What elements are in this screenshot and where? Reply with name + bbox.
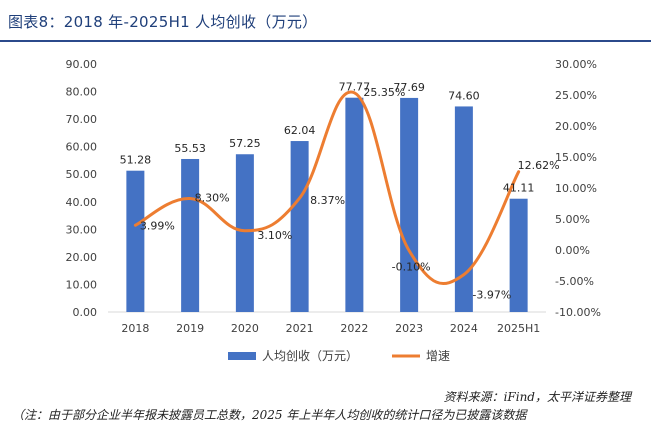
- line-value-label: -0.10%: [392, 261, 431, 274]
- legend-swatch-bar: [228, 352, 256, 360]
- line-value-label: -3.97%: [472, 289, 511, 302]
- y-left-tick-label: 10.00: [66, 278, 98, 291]
- y-right-tick-label: -10.00%: [555, 306, 601, 319]
- growth-line: [133, 90, 521, 285]
- x-tick-label: 2018: [121, 322, 149, 335]
- bar: [454, 106, 473, 313]
- legend-label-bar: 人均创收（万元）: [262, 349, 358, 363]
- y-left-tick-label: 70.00: [66, 113, 98, 126]
- line-value-label: 8.30%: [195, 192, 230, 205]
- legend-label-line: 增速: [426, 349, 450, 363]
- line-value-label: 8.37%: [310, 194, 345, 207]
- bar-value-label: 55.53: [174, 142, 206, 155]
- footnote: （注：由于部分企业半年报未披露员工总数，2025 年上半年人均创收的统计口径为已…: [12, 408, 527, 422]
- bar-value-label: 77.77: [339, 81, 371, 94]
- y-right-tick-label: 10.00%: [555, 182, 597, 195]
- bar: [181, 158, 200, 312]
- bar-value-label: 41.11: [503, 182, 535, 195]
- x-tick-label: 2022: [340, 322, 368, 335]
- y-left-tick-label: 60.00: [66, 141, 98, 154]
- line-value-label: 25.35%: [363, 86, 405, 99]
- y-left-tick-label: 0.00: [73, 306, 98, 319]
- y-left-tick-label: 30.00: [66, 223, 98, 236]
- y-right-tick-label: -5.00%: [555, 275, 594, 288]
- bar: [400, 97, 419, 312]
- y-left-tick-label: 80.00: [66, 86, 98, 99]
- combo-chart: 0.00 10.00 20.00 30.00 40.00 50.00 60.00 70.00 8…: [66, 58, 601, 363]
- bar-value-label: 74.60: [448, 89, 480, 102]
- line-value-label: 12.62%: [518, 159, 560, 172]
- y-right-tick-label: 25.00%: [555, 89, 597, 102]
- title-bar: 图表8：2018 年-2025H1 人均创收（万元）: [0, 0, 651, 42]
- bar: [235, 154, 254, 312]
- page-title: 图表8：2018 年-2025H1 人均创收（万元）: [8, 13, 318, 31]
- x-tick-label: 2024: [450, 322, 478, 335]
- bar: [126, 170, 145, 312]
- y-left-tick-label: 50.00: [66, 168, 98, 181]
- x-tick-label: 2020: [231, 322, 259, 335]
- x-tick-label: 2023: [395, 322, 423, 335]
- x-tick-label: 2019: [176, 322, 204, 335]
- y-right-tick-label: 15.00%: [555, 151, 597, 164]
- y-left-tick-label: 90.00: [66, 58, 98, 71]
- x-tick-label: 2021: [286, 322, 314, 335]
- y-right-tick-label: 0.00%: [555, 244, 590, 257]
- bar-value-label: 51.28: [120, 154, 152, 167]
- bar: [345, 97, 364, 312]
- source-note: 资料来源：iFind，太平洋证券整理: [443, 390, 631, 404]
- bar: [509, 198, 528, 312]
- bar-value-label: 62.04: [284, 124, 316, 137]
- bar-value-label: 57.25: [229, 137, 261, 150]
- y-right-tick-label: 5.00%: [555, 213, 590, 226]
- y-left-tick-label: 20.00: [66, 251, 98, 264]
- line-value-label: 3.10%: [257, 229, 292, 242]
- bar: [290, 141, 309, 312]
- y-right-tick-label: 20.00%: [555, 120, 597, 133]
- x-tick-label: 2025H1: [497, 322, 540, 335]
- line-value-label: 3.99%: [140, 219, 175, 232]
- y-left-tick-label: 40.00: [66, 196, 98, 209]
- bar-value-label: 77.69: [393, 81, 425, 94]
- y-right-tick-label: 30.00%: [555, 58, 597, 71]
